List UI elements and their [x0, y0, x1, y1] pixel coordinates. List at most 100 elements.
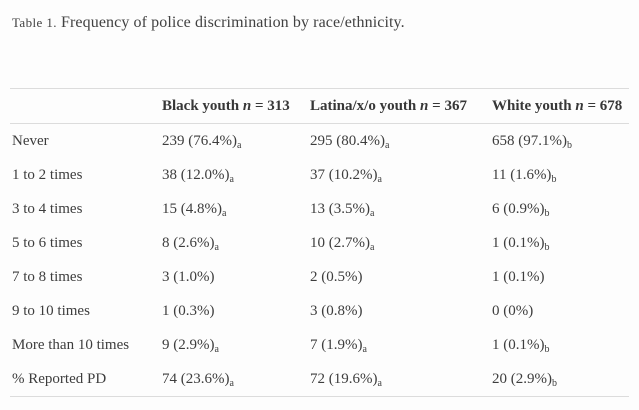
data-cell: 72 (19.6%)a [310, 362, 492, 397]
significance-subscript: b [544, 241, 550, 253]
data-cell: 11 (1.6%)b [492, 158, 629, 192]
table-row: 9 to 10 times 1 (0.3%) 3 (0.8%) 0 (0%) [10, 294, 629, 328]
significance-subscript: a [214, 241, 219, 253]
cell-value: 658 (97.1%) [492, 132, 567, 149]
table-row: 3 to 4 times 15 (4.8%)a 13 (3.5%)a 6 (0.9%)… [10, 192, 629, 226]
group-name: Black youth [162, 97, 240, 114]
table-row: 5 to 6 times 8 (2.6%)a 10 (2.7%)a 1 (0.1%)b [10, 226, 629, 260]
equals-sign: = [254, 97, 264, 114]
group-n-value: 367 [444, 97, 467, 114]
cell-value: 13 (3.5%) [310, 200, 370, 217]
data-cell: 3 (0.8%) [310, 294, 492, 328]
row-label: Never [12, 132, 49, 149]
row-label: More than 10 times [12, 336, 130, 353]
data-cell: 38 (12.0%)a [162, 158, 310, 192]
row-label: 3 to 4 times [12, 200, 83, 217]
table-row: 1 to 2 times 38 (12.0%)a 37 (10.2%)a 11 (1.… [10, 158, 629, 192]
cell-value: 239 (76.4%) [162, 132, 237, 149]
data-cell: 295 (80.4%)a [310, 124, 492, 159]
table-body: Never 239 (76.4%)a 295 (80.4%)a 658 (97.1%)… [10, 124, 629, 397]
cell-value: 1 (0.1%) [492, 268, 545, 285]
n-symbol: n [420, 97, 429, 114]
significance-subscript: a [222, 207, 227, 219]
data-cell: 3 (1.0%) [162, 260, 310, 294]
significance-subscript: a [377, 173, 382, 185]
equals-sign: = [587, 97, 596, 114]
column-header-2: Latina/x/o youth n = 367 [310, 89, 492, 124]
significance-subscript: a [237, 139, 242, 151]
data-cell: 15 (4.8%)a [162, 192, 310, 226]
data-cell: 74 (23.6%)a [162, 362, 310, 397]
column-header-3: White youth n = 678 [492, 89, 629, 124]
data-cell: 9 (2.9%)a [162, 328, 310, 362]
data-cell: 0 (0%) [492, 294, 629, 328]
significance-subscript: b [544, 343, 550, 355]
cell-value: 15 (4.8%) [162, 200, 222, 217]
data-cell: 20 (2.9%)b [492, 362, 629, 397]
row-label: 5 to 6 times [12, 234, 83, 251]
cell-value: 38 (12.0%) [162, 166, 230, 183]
data-cell: 6 (0.9%)b [492, 192, 629, 226]
cell-value: 74 (23.6%) [162, 370, 230, 387]
data-cell: 7 (1.9%)a [310, 328, 492, 362]
cell-value: 20 (2.9%) [492, 370, 552, 387]
table-row: More than 10 times 9 (2.9%)a 7 (1.9%)a 1 (0… [10, 328, 629, 362]
table-caption-label: Table 1. [12, 15, 57, 30]
significance-subscript: a [229, 377, 234, 389]
data-cell: 658 (97.1%)b [492, 124, 629, 159]
equals-sign: = [432, 97, 441, 114]
header-empty-cell [10, 89, 162, 124]
significance-subscript: a [385, 139, 390, 151]
table-caption: Table 1. Frequency of police discriminat… [12, 12, 629, 33]
row-label: 7 to 8 times [12, 268, 83, 285]
group-name: Latina/x/o youth [310, 97, 417, 114]
significance-subscript: b [551, 173, 557, 185]
significance-subscript: a [377, 377, 382, 389]
data-cell: 239 (76.4%)a [162, 124, 310, 159]
cell-value: 1 (0.3%) [162, 302, 215, 319]
significance-subscript: a [370, 241, 375, 253]
row-label: % Reported PD [12, 370, 107, 387]
column-header-1: Black youth n = 313 [162, 89, 310, 124]
significance-subscript: a [214, 343, 219, 355]
table-row: 7 to 8 times 3 (1.0%) 2 (0.5%) 1 (0.1%) [10, 260, 629, 294]
table-row: Never 239 (76.4%)a 295 (80.4%)a 658 (97.1%)… [10, 124, 629, 159]
data-cell: 13 (3.5%)a [310, 192, 492, 226]
cell-value: 6 (0.9%) [492, 200, 545, 217]
significance-subscript: a [370, 207, 375, 219]
cell-value: 3 (1.0%) [162, 268, 215, 285]
cell-value: 2 (0.5%) [310, 268, 363, 285]
table-caption-text: Frequency of police discrimination by ra… [61, 14, 405, 31]
frequency-table: Black youth n = 313 Latina/x/o youth n = … [10, 88, 629, 397]
cell-value: 295 (80.4%) [310, 132, 385, 149]
cell-value: 3 (0.8%) [310, 302, 363, 319]
group-n-value: 313 [267, 97, 290, 114]
group-name: White youth [492, 97, 572, 114]
data-cell: 1 (0.1%) [492, 260, 629, 294]
cell-value: 8 (2.6%) [162, 234, 215, 251]
significance-subscript: b [567, 139, 572, 151]
cell-value: 0 (0%) [492, 302, 534, 319]
n-symbol: n [575, 97, 584, 114]
n-symbol: n [242, 97, 252, 114]
cell-value: 1 (0.1%) [492, 336, 545, 353]
cell-value: 72 (19.6%) [310, 370, 378, 387]
cell-value: 9 (2.9%) [162, 336, 215, 353]
row-label: 9 to 10 times [12, 302, 90, 319]
significance-subscript: b [552, 377, 557, 389]
data-cell: 10 (2.7%)a [310, 226, 492, 260]
table-row: % Reported PD 74 (23.6%)a 72 (19.6%)a 20 (2… [10, 362, 629, 397]
data-cell: 8 (2.6%)a [162, 226, 310, 260]
significance-subscript: b [544, 207, 550, 219]
data-cell: 1 (0.1%)b [492, 328, 629, 362]
data-cell: 1 (0.1%)b [492, 226, 629, 260]
header-row: Black youth n = 313 Latina/x/o youth n = … [10, 88, 629, 124]
row-label: 1 to 2 times [12, 166, 83, 183]
cell-value: 11 (1.6%) [492, 166, 552, 183]
cell-value: 37 (10.2%) [310, 166, 378, 183]
significance-subscript: a [229, 173, 234, 185]
group-n-value: 678 [599, 97, 623, 114]
cell-value: 10 (2.7%) [310, 234, 370, 251]
data-cell: 2 (0.5%) [310, 260, 492, 294]
